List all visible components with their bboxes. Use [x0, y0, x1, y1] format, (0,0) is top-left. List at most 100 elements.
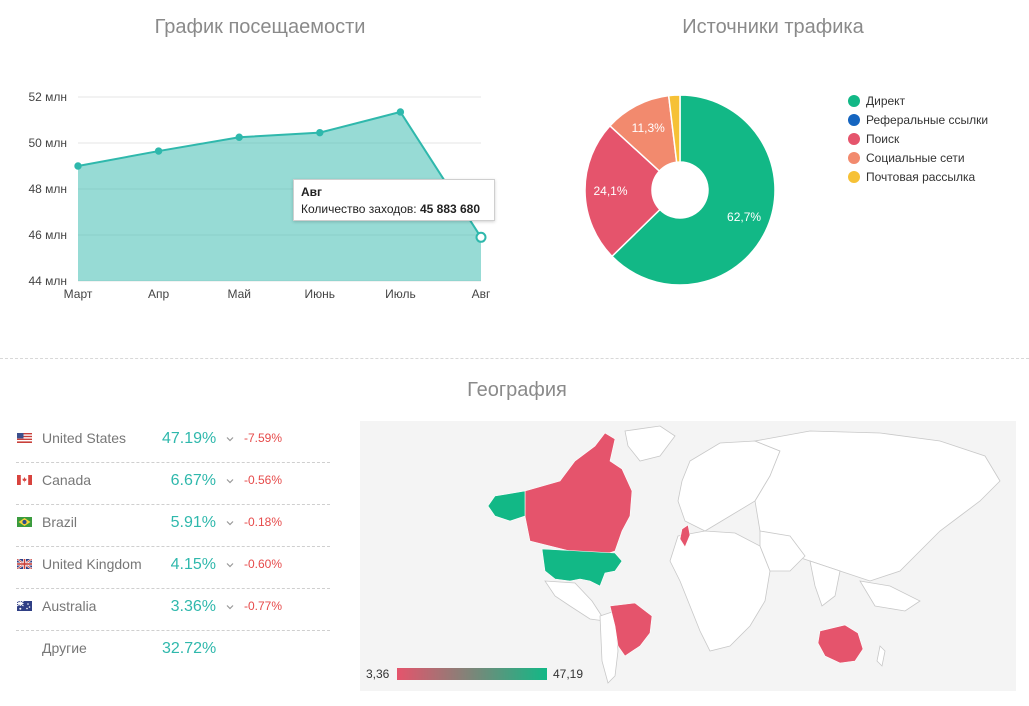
country-delta: -0.60% — [244, 557, 283, 571]
geo-row-other[interactable]: Другие 32.72% — [16, 631, 330, 672]
country-delta: -0.56% — [244, 473, 283, 487]
middle-east-region — [759, 530, 806, 572]
x-tick-label: Апр — [148, 287, 170, 301]
donut-slice[interactable] — [584, 124, 662, 258]
chevron-down-icon — [226, 437, 234, 442]
us-flag-icon — [17, 433, 32, 443]
y-tick-label: 52 млн — [28, 90, 67, 104]
legend-label: Почтовая рассылка — [866, 169, 976, 184]
tooltip-value: 45 883 680 — [419, 202, 481, 216]
country-percent: 5.91% — [170, 514, 216, 531]
new-zealand-region — [876, 645, 886, 667]
country-percent: 6.67% — [170, 472, 216, 489]
se-asia-region — [859, 580, 921, 612]
y-axis-ticks: 44 млн 46 млн 48 млн 50 млн 52 млн — [28, 90, 67, 288]
geography-title: География — [467, 379, 567, 401]
chevron-down-icon — [226, 605, 234, 610]
alaska-region — [487, 490, 526, 522]
x-tick-label: Май — [227, 287, 251, 301]
brazil-region — [609, 602, 653, 657]
uk-flag-icon — [17, 559, 32, 569]
europe-region — [677, 440, 781, 532]
geo-row-united-kingdom[interactable]: United Kingdom 4.15% -0.60% — [16, 547, 330, 589]
asia-region — [753, 430, 1001, 582]
greenland-region — [624, 425, 676, 462]
donut-slice[interactable] — [667, 94, 681, 164]
slice-label: 24,1% — [593, 184, 627, 198]
country-delta: -0.77% — [244, 599, 283, 613]
legend-label: Директ — [866, 93, 906, 108]
world-map-canvas — [487, 425, 1001, 684]
visits-series — [77, 110, 482, 281]
united-kingdom-region — [679, 524, 691, 548]
legend-dot-icon — [848, 94, 860, 107]
legend-dot-icon — [848, 132, 860, 145]
geo-row-canada[interactable]: Canada 6.67% -0.56% — [16, 463, 330, 505]
country-name: Australia — [42, 598, 97, 614]
legend-dot-icon — [848, 113, 860, 126]
legend-item-referral[interactable]: Реферальные ссылки — [848, 110, 988, 129]
section-divider — [0, 358, 1029, 359]
legend-label: Реферальные ссылки — [866, 112, 989, 127]
country-name: Brazil — [42, 514, 78, 530]
country-percent: 3.36% — [170, 598, 216, 615]
legend-item-email[interactable]: Почтовая рассылка — [848, 167, 988, 186]
traffic-legend: Директ Реферальные ссылки Поиск Социальн… — [848, 91, 988, 186]
india-region — [809, 560, 841, 607]
data-point[interactable] — [396, 108, 405, 116]
legend-label: Социальные сети — [866, 150, 965, 165]
legend-item-social[interactable]: Социальные сети — [848, 148, 988, 167]
x-tick-label: Июнь — [305, 287, 336, 301]
scale-max-label: 47,19 — [553, 667, 584, 681]
y-tick-label: 50 млн — [28, 136, 67, 150]
canada-flag-icon — [17, 475, 32, 485]
data-point[interactable] — [475, 231, 487, 243]
x-tick-label: Авг — [472, 287, 491, 301]
tooltip-body: Количество заходов: 45 883 680 — [301, 202, 487, 216]
data-points[interactable] — [74, 108, 487, 243]
united-states-region — [541, 548, 623, 587]
country-percent: 47.19% — [162, 430, 217, 447]
mexico-central-america-region — [544, 580, 606, 622]
legend-item-direct[interactable]: Директ — [848, 91, 988, 110]
geo-row-australia[interactable]: Australia 3.36% -0.77% — [16, 589, 330, 631]
geo-row-brazil[interactable]: Brazil 5.91% -0.18% — [16, 505, 330, 547]
slice-label: 11,3% — [632, 121, 665, 135]
x-axis-ticks: Март Апр Май Июнь Июль Авг — [64, 287, 491, 301]
country-percent: 4.15% — [170, 556, 216, 573]
country-name: Canada — [42, 472, 92, 488]
world-map[interactable] — [360, 421, 1016, 691]
australia-region — [817, 624, 864, 664]
australia-flag-icon — [17, 601, 32, 611]
data-point[interactable] — [235, 133, 243, 141]
donut-slice[interactable] — [610, 94, 776, 286]
traffic-sources-donut-chart[interactable]: 62,7% 24,1% 11,3% — [580, 90, 780, 290]
visits-chart-title: График посещаемости — [154, 16, 366, 38]
data-point[interactable] — [154, 147, 163, 155]
country-name: United States — [42, 430, 127, 446]
legend-dot-icon — [848, 170, 860, 183]
y-tick-label: 44 млн — [28, 274, 67, 288]
brazil-flag-icon — [17, 517, 32, 527]
country-percent: 32.72% — [162, 640, 217, 657]
legend-dot-icon — [848, 151, 860, 164]
x-tick-label: Март — [64, 287, 93, 301]
canada-region — [524, 432, 633, 557]
country-name: United Kingdom — [42, 556, 142, 572]
data-point[interactable] — [316, 128, 324, 137]
country-name: Другие — [42, 640, 87, 656]
chart-tooltip: Авг Количество заходов: 45 883 680 — [293, 179, 495, 221]
slice-label: 62,7% — [727, 210, 761, 224]
color-scale-bar — [397, 668, 547, 680]
tooltip-label: Количество заходов: — [301, 202, 417, 216]
geo-row-united-states[interactable]: United States 47.19% -7.59% — [16, 421, 330, 463]
scale-min-label: 3,36 — [366, 667, 390, 681]
chevron-down-icon — [226, 521, 234, 526]
data-point[interactable] — [74, 162, 82, 170]
chevron-down-icon — [226, 479, 234, 484]
series-line — [77, 110, 482, 238]
country-delta: -0.18% — [244, 515, 283, 529]
y-tick-label: 48 млн — [28, 182, 67, 196]
legend-item-search[interactable]: Поиск — [848, 129, 988, 148]
